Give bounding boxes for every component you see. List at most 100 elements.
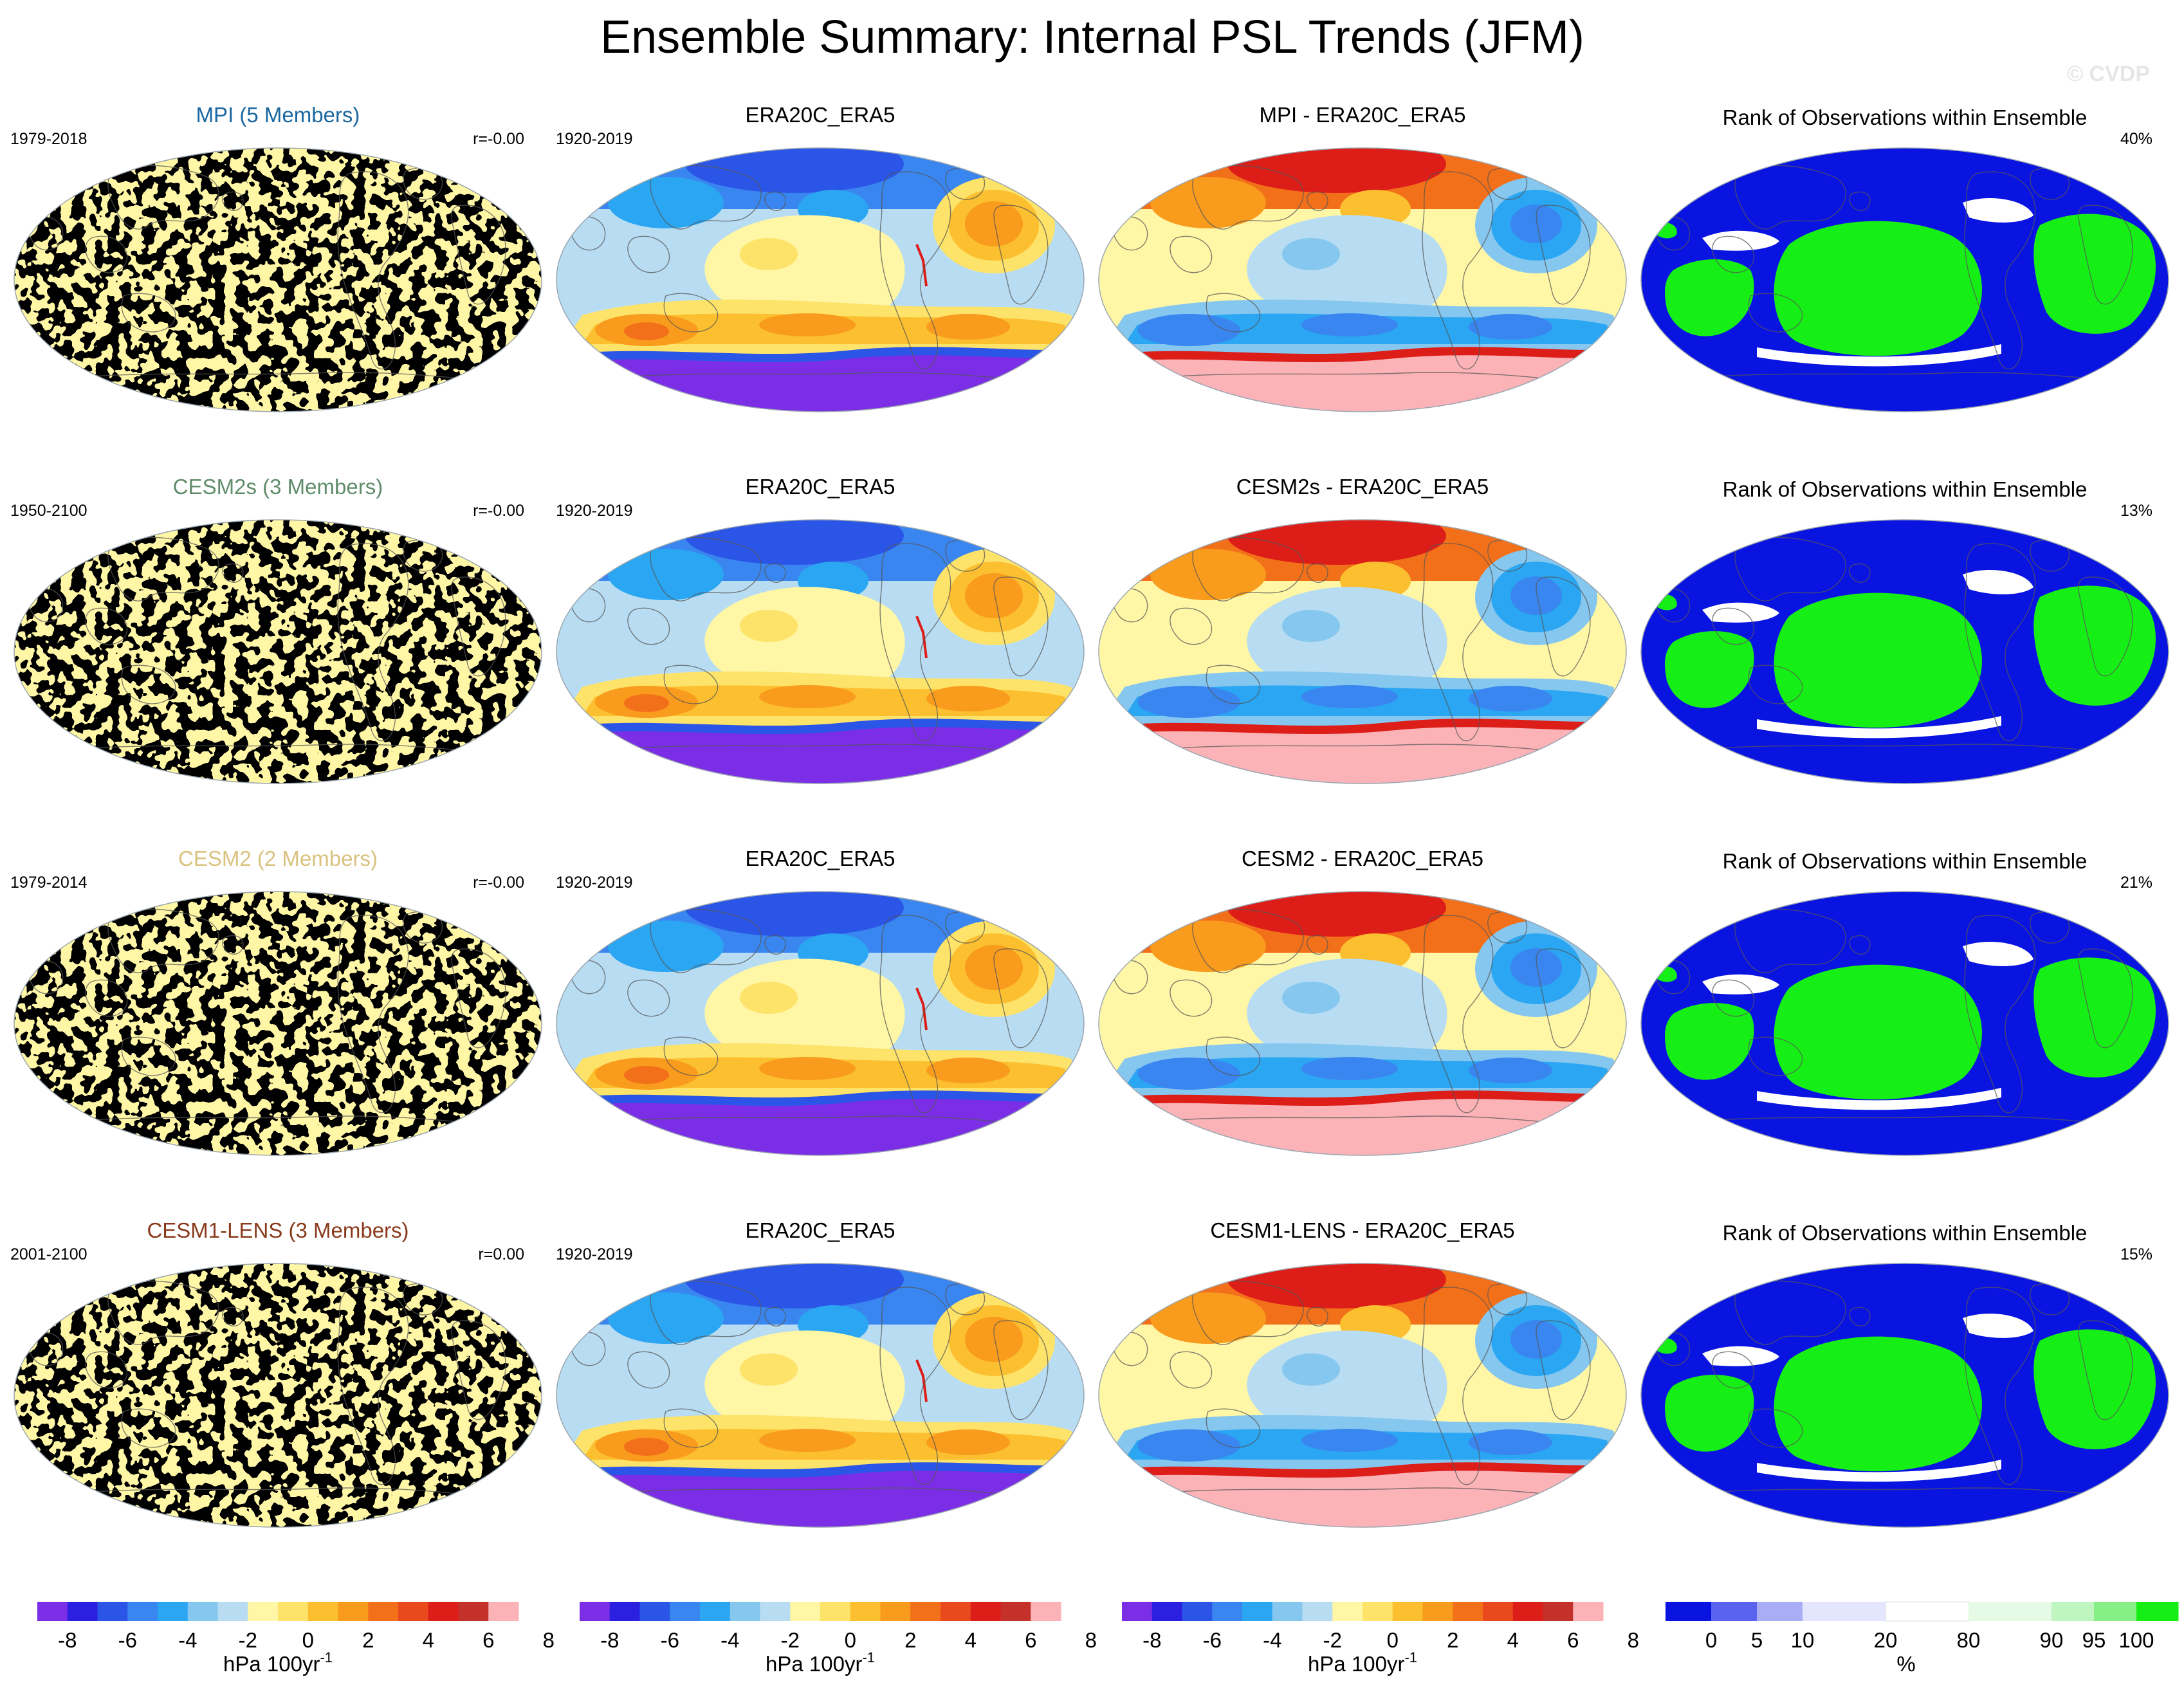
rank-panel-title: Rank of Observations within Ensemble bbox=[1723, 1221, 2088, 1245]
colorbar-tick-label: -4 bbox=[1263, 1628, 1281, 1652]
colorbar-swatch bbox=[488, 1602, 519, 1621]
colorbar-tick-label: -6 bbox=[661, 1628, 679, 1652]
colorbar-tick-label: 0 bbox=[1705, 1628, 1717, 1652]
observed-trend-map bbox=[556, 519, 1085, 784]
difference-panel-title: CESM1-LENS - ERA20C_ERA5 bbox=[1210, 1218, 1514, 1242]
colorbar-swatch bbox=[1182, 1602, 1213, 1621]
model-years: 1979-2014 bbox=[10, 874, 87, 892]
difference-panel-title: MPI - ERA20C_ERA5 bbox=[1260, 103, 1466, 127]
colorbar-tick-label: 90 bbox=[2040, 1628, 2064, 1652]
model-panel-title: CESM2 (2 Members) bbox=[178, 847, 378, 870]
panel-row: MPI (5 Members) 1979-2018 r=-0.00 ERA20C_ER… bbox=[10, 103, 2169, 412]
colorbar-swatch bbox=[187, 1602, 218, 1621]
model-panel-title: MPI (5 Members) bbox=[196, 103, 360, 127]
colorbar-swatch bbox=[2051, 1602, 2095, 1621]
figure-title: Ensemble Summary: Internal PSL Trends (J… bbox=[600, 12, 1584, 63]
colorbar-swatch bbox=[1483, 1602, 1514, 1621]
colorbar-swatch bbox=[1757, 1602, 1803, 1621]
colorbar-swatch bbox=[1332, 1602, 1363, 1621]
rank-panel-title: Rank of Observations within Ensemble bbox=[1723, 477, 2088, 501]
colorbar-swatch bbox=[1031, 1602, 1061, 1621]
colorbar-tick-label: 2 bbox=[1447, 1628, 1458, 1652]
pattern-correlation: r=-0.00 bbox=[473, 874, 524, 892]
colorbar-tick-label: 80 bbox=[1957, 1628, 1981, 1652]
rank-map bbox=[1640, 147, 2169, 412]
colorbar-swatch bbox=[1803, 1602, 1886, 1621]
colorbar-swatch bbox=[1212, 1602, 1243, 1621]
pattern-correlation: r=-0.00 bbox=[473, 502, 524, 520]
colorbar-tick-label: 10 bbox=[1791, 1628, 1815, 1652]
colorbar-swatch bbox=[970, 1602, 1001, 1621]
observed-trend-map bbox=[556, 891, 1085, 1156]
trend-colorbar: -8 -6 -4 -2 0 2 4 6 8 hPa 100yr-1 bbox=[580, 1602, 1097, 1676]
rank-percent: 21% bbox=[2120, 874, 2152, 892]
colorbar-swatch bbox=[278, 1602, 309, 1621]
colorbar-swatch bbox=[158, 1602, 188, 1621]
panel-row: CESM1-LENS (3 Members) 2001-2100 r=0.00 ERA… bbox=[10, 1218, 2169, 1528]
colorbar-swatch bbox=[850, 1602, 881, 1621]
colorbar-swatch bbox=[820, 1602, 851, 1621]
colorbar-swatch bbox=[1152, 1602, 1182, 1621]
observed-panel-title: ERA20C_ERA5 bbox=[746, 475, 895, 499]
colorbar-tick-label: 8 bbox=[1085, 1628, 1097, 1652]
colorbar-tick-label: 0 bbox=[302, 1628, 314, 1652]
colorbar-swatch bbox=[1666, 1602, 1712, 1621]
colorbar-swatch bbox=[248, 1602, 279, 1621]
colorbar-tick-label: -2 bbox=[781, 1628, 800, 1652]
colorbar-swatch bbox=[730, 1602, 760, 1621]
colorbar-tick-label: 2 bbox=[362, 1628, 374, 1652]
colorbar-tick-label: -8 bbox=[1142, 1628, 1161, 1652]
rank-map bbox=[1640, 891, 2169, 1156]
colorbar-tick-label: 8 bbox=[543, 1628, 555, 1652]
colorbar-tick-label: 0 bbox=[1387, 1628, 1399, 1652]
model-trend-map bbox=[14, 1263, 542, 1528]
colorbar-tick-label: 0 bbox=[845, 1628, 856, 1652]
model-trend-map bbox=[14, 519, 542, 784]
colorbar-tick-label: 2 bbox=[904, 1628, 916, 1652]
colorbar-swatch bbox=[1573, 1602, 1604, 1621]
model-trend-map bbox=[14, 891, 542, 1156]
colorbar-unit: hPa 100yr-1 bbox=[1308, 1649, 1417, 1676]
observed-years: 1920-2019 bbox=[556, 874, 633, 892]
model-years: 1979-2018 bbox=[10, 130, 87, 148]
colorbar-row: -8 -6 -4 -2 0 2 4 6 8 hPa 100yr-1 -8 -6 -4 -2 0 2 4 6 8 hPa… bbox=[37, 1601, 2179, 1676]
difference-map bbox=[1098, 891, 1627, 1156]
colorbar-swatch bbox=[1392, 1602, 1423, 1621]
colorbar-swatch bbox=[1885, 1601, 1969, 1622]
colorbar-swatch bbox=[307, 1602, 338, 1621]
colorbar-tick-label: 4 bbox=[423, 1628, 434, 1652]
colorbar-tick-label: 6 bbox=[1025, 1628, 1036, 1652]
colorbar-swatch bbox=[880, 1602, 911, 1621]
colorbar-tick-label: 4 bbox=[965, 1628, 977, 1652]
colorbar-unit: % bbox=[1896, 1652, 1915, 1676]
colorbar-swatch bbox=[1000, 1602, 1031, 1621]
colorbar-unit: hPa 100yr-1 bbox=[766, 1649, 875, 1676]
observed-trend-map bbox=[556, 1263, 1085, 1528]
colorbar-tick-label: -4 bbox=[178, 1628, 197, 1652]
colorbar-swatch bbox=[1543, 1602, 1574, 1621]
difference-panel-title: CESM2s - ERA20C_ERA5 bbox=[1236, 475, 1489, 499]
colorbar-tick-label: -2 bbox=[239, 1628, 257, 1652]
colorbar-swatch bbox=[398, 1602, 429, 1621]
colorbar-swatch bbox=[609, 1602, 640, 1621]
colorbar-swatch bbox=[97, 1602, 128, 1621]
pattern-correlation: r=0.00 bbox=[478, 1245, 524, 1263]
colorbar-swatch bbox=[910, 1602, 941, 1621]
colorbar-swatch bbox=[217, 1602, 248, 1621]
trend-colorbar: -8 -6 -4 -2 0 2 4 6 8 hPa 100yr-1 bbox=[37, 1602, 555, 1676]
difference-map bbox=[1098, 519, 1627, 784]
colorbar-tick-label: -8 bbox=[600, 1628, 619, 1652]
colorbar-swatch bbox=[700, 1602, 731, 1621]
colorbar-tick-label: -6 bbox=[1203, 1628, 1222, 1652]
colorbar-tick-label: 6 bbox=[482, 1628, 494, 1652]
rank-panel-title: Rank of Observations within Ensemble bbox=[1723, 849, 2088, 873]
colorbar-swatch bbox=[1122, 1602, 1153, 1621]
colorbar-swatch bbox=[67, 1602, 98, 1621]
colorbar-swatch bbox=[1711, 1602, 1757, 1621]
model-panel-title: CESM1-LENS (3 Members) bbox=[147, 1218, 408, 1242]
colorbar-swatch bbox=[458, 1602, 489, 1621]
rank-map bbox=[1640, 519, 2169, 784]
model-years: 1950-2100 bbox=[10, 502, 87, 520]
colorbar-swatch bbox=[2094, 1602, 2137, 1621]
